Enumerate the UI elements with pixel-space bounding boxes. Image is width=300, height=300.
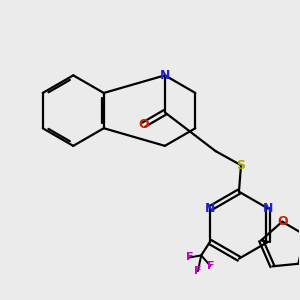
Text: F: F: [194, 266, 202, 276]
Text: S: S: [236, 159, 245, 172]
Text: F: F: [207, 261, 214, 271]
Text: O: O: [277, 215, 287, 228]
Text: O: O: [138, 118, 149, 131]
Text: N: N: [263, 202, 273, 215]
Text: F: F: [186, 253, 193, 262]
Text: N: N: [160, 69, 170, 82]
Text: N: N: [205, 202, 215, 215]
